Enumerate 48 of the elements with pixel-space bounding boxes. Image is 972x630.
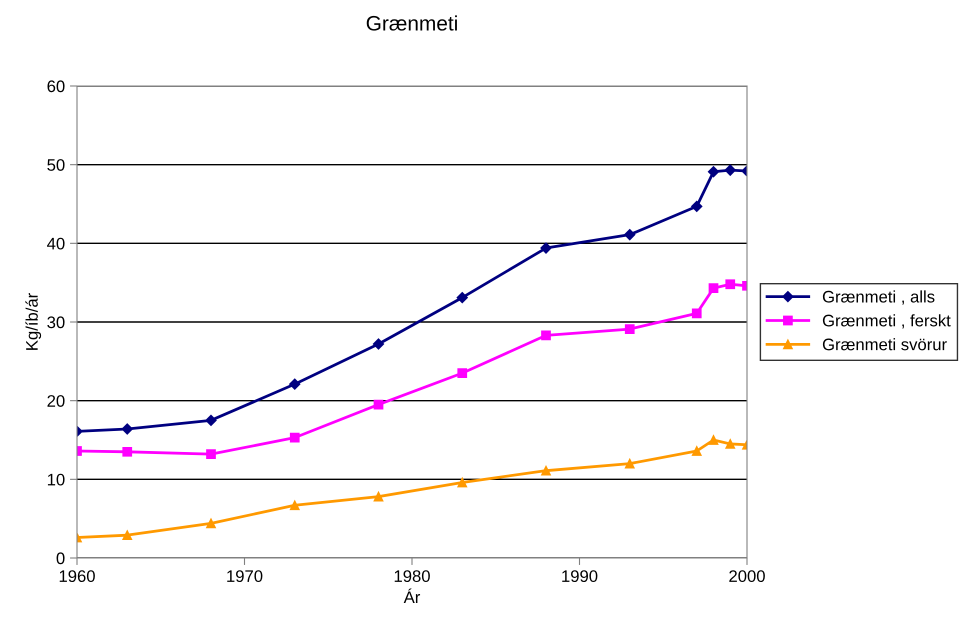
x-tick-label: 1970 [227, 570, 262, 582]
y-tick-label: 20 [47, 395, 65, 407]
x-tick-label: 1990 [562, 570, 598, 582]
point [122, 446, 132, 457]
y-tick-label: 0 [56, 552, 65, 564]
point [708, 283, 718, 294]
point [122, 423, 133, 435]
x-axis-title: Ár [404, 588, 420, 603]
point [724, 164, 736, 176]
point [372, 338, 384, 350]
legend-label: Grænmeti , alls [822, 290, 934, 305]
point [205, 414, 217, 426]
point [289, 378, 300, 390]
y-axis-title: Kg/íb/ár [25, 293, 42, 350]
point [692, 446, 702, 456]
point [374, 492, 384, 502]
point [457, 368, 468, 378]
point [206, 518, 216, 528]
legend-label: Grænmeti , ferskt [822, 314, 951, 328]
point [541, 466, 551, 476]
x-tick-label: 1980 [394, 570, 430, 582]
point [457, 478, 468, 488]
point [374, 400, 384, 410]
point [122, 530, 132, 540]
point [708, 435, 718, 445]
point [725, 279, 736, 290]
point [691, 200, 702, 212]
y-tick-label: 30 [47, 316, 65, 328]
point [624, 324, 635, 334]
y-tick-label: 10 [48, 474, 65, 486]
point [725, 439, 736, 449]
point [290, 500, 300, 510]
point [456, 292, 468, 304]
y-tick-label: 50 [47, 159, 65, 171]
legend-label: Grænmeti svörur [822, 338, 947, 350]
point [290, 432, 300, 442]
point [206, 449, 216, 460]
x-tick-label: 2000 [729, 570, 765, 582]
point [541, 330, 551, 340]
point [708, 166, 720, 178]
point [692, 308, 702, 318]
chart-title: Grænmeti [366, 15, 457, 31]
y-tick-label: 40 [47, 238, 65, 250]
x-tick-label: 1960 [60, 570, 95, 582]
point [624, 229, 636, 240]
point [624, 458, 635, 468]
point [540, 242, 552, 254]
y-tick-label: 60 [48, 80, 65, 92]
